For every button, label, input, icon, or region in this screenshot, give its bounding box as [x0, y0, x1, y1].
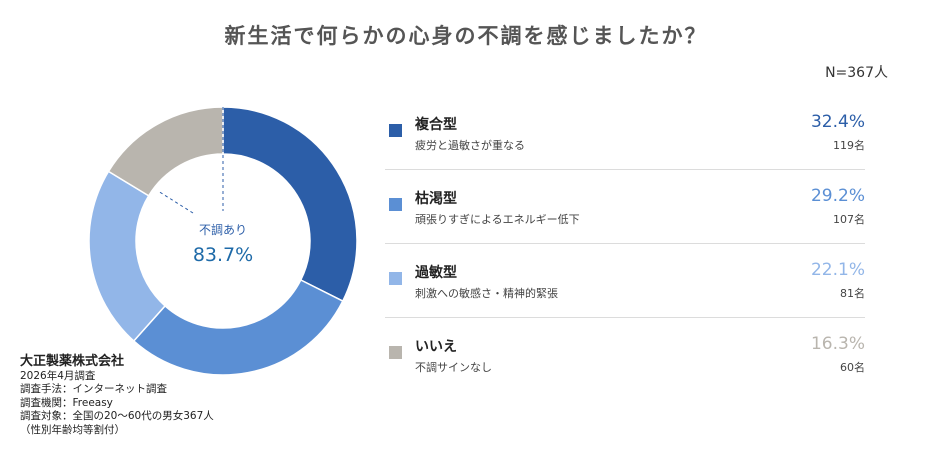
legend-description: 疲労と過敏さが重なる: [415, 139, 525, 152]
legend-count: 81名: [840, 287, 865, 300]
donut-chart: 不調あり 83.7%: [88, 106, 358, 376]
legend-percentage: 32.4%: [810, 112, 865, 132]
legend-row-fukugo: 複合型 疲労と過敏さが重なる 32.4% 119名: [385, 96, 865, 170]
legend-row-kokatsu: 枯渇型 頑張りすぎによるエネルギー低下 29.2% 107名: [385, 170, 865, 244]
legend-swatch: [389, 346, 402, 359]
center-value: 83.7%: [193, 244, 253, 266]
legend-percentage: 29.2%: [810, 186, 865, 206]
legend-count: 60名: [840, 361, 865, 374]
legend-swatch: [389, 198, 402, 211]
legend-description: 刺激への敏感さ・精神的緊張: [415, 287, 558, 300]
legend-percentage: 16.3%: [810, 334, 865, 354]
legend-description: 不調サインなし: [415, 361, 492, 374]
donut-slice-fukugo: [222, 106, 358, 303]
legend-description: 頑張りすぎによるエネルギー低下: [415, 213, 580, 226]
legend-category: 枯渇型: [415, 191, 457, 207]
center-leader-line-diagonal: [157, 190, 194, 214]
legend-row-kabin: 過敏型 刺激への敏感さ・精神的緊張 22.1% 81名: [385, 244, 865, 318]
center-label: 不調あり: [199, 223, 247, 237]
survey-allocation: （性別年齢均等割付）: [20, 423, 125, 436]
chart-title: 新生活で何らかの心身の不調を感じましたか？: [224, 24, 708, 48]
legend-count: 107名: [833, 213, 865, 226]
legend-category: 過敏型: [415, 265, 457, 281]
survey-date: 2026年4月調査: [20, 370, 96, 382]
sample-size: N=367人: [825, 65, 888, 81]
survey-target: 調査対象：全国の20～60代の男女367人: [20, 410, 214, 423]
legend-count: 119名: [833, 139, 865, 152]
legend-row-iie: いいえ 不調サインなし 16.3% 60名: [385, 318, 865, 391]
survey-agency: 調査機関：Freeasy: [20, 396, 113, 409]
legend: 複合型 疲労と過敏さが重なる 32.4% 119名 枯渇型 頑張りすぎによるエネ…: [385, 96, 865, 391]
survey-footer: 大正製薬株式会社 2026年4月調査 調査手法：インターネット調査 調査機関：F…: [20, 354, 214, 437]
survey-method: 調査手法：インターネット調査: [20, 383, 167, 396]
donut-slice-iie: [107, 106, 224, 197]
legend-category: 複合型: [415, 117, 457, 133]
company-name: 大正製薬株式会社: [20, 354, 125, 369]
donut-slice-kabin: [88, 170, 167, 343]
legend-category: いいえ: [415, 339, 457, 355]
legend-percentage: 22.1%: [810, 260, 865, 280]
legend-swatch: [389, 124, 402, 137]
legend-swatch: [389, 272, 402, 285]
donut-slice-kokatsu: [132, 279, 344, 376]
